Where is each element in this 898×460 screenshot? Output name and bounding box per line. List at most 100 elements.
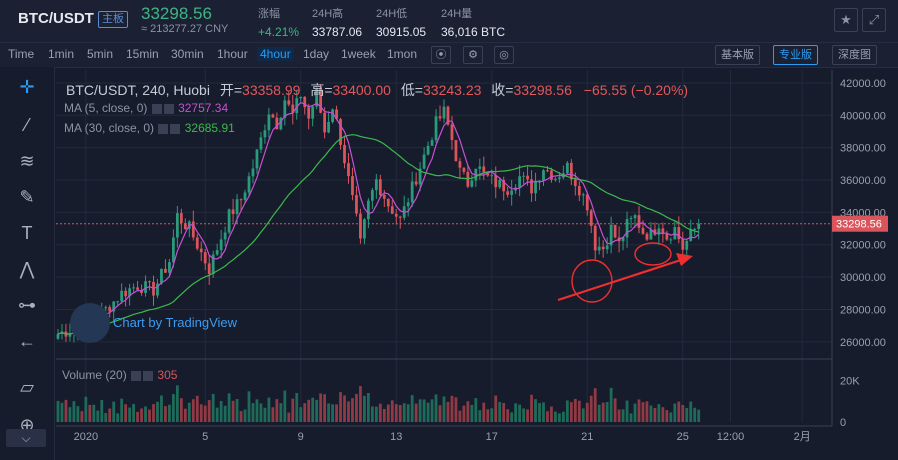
volume-bar (191, 399, 195, 422)
candle-body (191, 221, 195, 238)
timeframe-toolbar: Time 1min 5min 15min 30min 1hour 4hour 1… (0, 42, 898, 68)
volume-bar (199, 404, 203, 422)
volume-bar (243, 409, 247, 422)
volume-tick-label: 0 (840, 417, 846, 429)
volume-legend[interactable]: Volume (20) 305 (62, 368, 177, 382)
ma5-legend[interactable]: MA (5, close, 0) 32757.34 (64, 101, 228, 115)
tf-4hour[interactable]: 4hour (257, 47, 294, 61)
volume-bar (597, 404, 601, 422)
indicator-icon[interactable]: ⦿ (431, 46, 451, 64)
candle-body (426, 145, 430, 155)
volume-bar (581, 408, 585, 422)
candle-body (649, 229, 653, 240)
ohlc-legend: BTC/USDT, 240, Huobi 开=33358.99 高=33400.… (66, 80, 688, 100)
collapse-icon[interactable]: ⌵ (6, 429, 46, 447)
view-basic[interactable]: 基本版 (715, 45, 760, 65)
measure-icon[interactable]: ⊶ (18, 295, 36, 315)
brush-icon[interactable]: ✎ (19, 187, 35, 207)
volume-bar (382, 408, 386, 422)
star-icon[interactable]: ★ (834, 8, 858, 32)
tf-5min[interactable]: 5min (87, 47, 114, 61)
tf-1min[interactable]: 1min (48, 47, 75, 61)
back-arrow-icon[interactable]: ← (18, 331, 36, 351)
volume-bar (343, 395, 346, 422)
volume-bar (534, 399, 537, 422)
volume-bar (295, 392, 299, 422)
pair-name[interactable]: BTC/USDT (18, 10, 94, 27)
stat-volume: 24H量 36,016 BTC (441, 8, 506, 39)
tf-1week[interactable]: 1week (341, 47, 376, 61)
volume-bar (454, 397, 458, 422)
ruler-icon[interactable]: ▱ (20, 377, 34, 397)
candle-body (307, 107, 311, 119)
volume-bar (434, 394, 438, 422)
candle-body (227, 209, 231, 233)
ma30-legend[interactable]: MA (30, close, 0) 32685.91 (64, 121, 235, 135)
candle-body (219, 239, 223, 251)
volume-bar (629, 413, 633, 422)
tf-1hour[interactable]: 1hour (217, 47, 248, 61)
screenshot-icon[interactable]: ◎ (494, 46, 514, 64)
volume-bar (148, 409, 151, 422)
cny-price: ≈ 213277.27 CNY (141, 23, 229, 35)
volume-bar (502, 402, 506, 422)
ma30-label: MA (30, close, 0) (64, 121, 155, 135)
view-depth[interactable]: 深度图 (832, 45, 877, 65)
candle-body (136, 287, 139, 290)
candle-body (681, 239, 685, 250)
candle-body (132, 287, 135, 289)
volume-bar (172, 394, 175, 422)
tradingview-watermark[interactable]: Chart by TradingView (70, 303, 237, 343)
volume-bar (378, 403, 382, 422)
candle-body (450, 124, 454, 141)
candle-body (259, 137, 263, 150)
volume-bar (589, 395, 593, 422)
volume-bar (398, 405, 402, 422)
volume-bar (211, 393, 215, 422)
volume-bar (637, 399, 641, 422)
high-value: 33400.00 (332, 82, 391, 98)
tf-time[interactable]: Time (8, 47, 35, 61)
candle-body (168, 262, 171, 273)
chart-grid (56, 70, 832, 422)
candle-body (406, 202, 410, 207)
volume-bar (665, 410, 669, 422)
volume-bar (474, 398, 478, 422)
volume-bar (402, 403, 406, 422)
candle-body (283, 100, 287, 118)
candle-body (239, 199, 243, 201)
candle-body (569, 162, 573, 180)
settings-icon[interactable]: ⚙ (463, 46, 483, 64)
candle-body (661, 228, 665, 234)
text-icon[interactable]: T (21, 223, 33, 243)
candle-body (347, 163, 350, 177)
pattern-icon[interactable]: ⋀ (19, 259, 35, 279)
candle-body (462, 167, 466, 172)
volume-bar (526, 409, 529, 422)
fib-icon[interactable]: ≋ (19, 151, 35, 171)
candle-body (597, 246, 601, 251)
volume-bar (561, 411, 565, 422)
candle-body (359, 213, 362, 239)
candle-body (470, 180, 474, 187)
price-tick-label: 36000.00 (840, 175, 886, 187)
view-pro[interactable]: 专业版 (773, 45, 818, 65)
tf-15min[interactable]: 15min (126, 47, 159, 61)
candle-body (398, 216, 402, 218)
trendline-icon[interactable]: ⁄ (25, 115, 29, 135)
tf-1day[interactable]: 1day (303, 47, 330, 61)
candle-body (685, 240, 689, 250)
candle-body (565, 162, 569, 174)
fullscreen-icon[interactable]: ⤢ (862, 8, 886, 32)
time-tick-label: 12:00 (717, 431, 745, 443)
volume-bar (681, 404, 685, 422)
volume-bar (386, 404, 390, 422)
candle-body (303, 96, 307, 108)
crosshair-icon[interactable]: ✛ (19, 77, 35, 97)
annotation-circle (571, 259, 613, 303)
tf-1mon[interactable]: 1mon (387, 47, 418, 61)
tf-30min[interactable]: 30min (171, 47, 204, 61)
volume-bar (462, 405, 466, 422)
volume-bar (144, 406, 147, 422)
